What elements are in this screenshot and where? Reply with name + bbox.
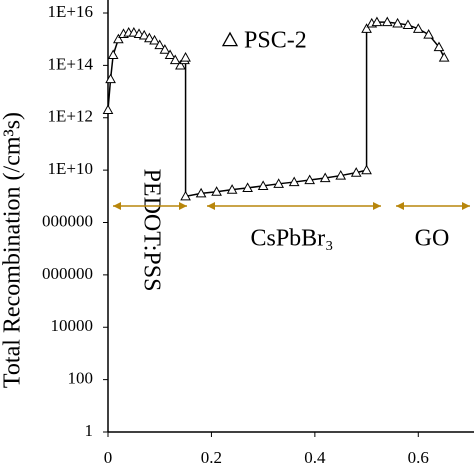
marker (273, 178, 285, 188)
arrow-head (207, 202, 215, 210)
marker (169, 54, 181, 65)
arrow-head (179, 202, 187, 210)
marker (438, 51, 450, 62)
y-tick-label: 1E+12 (48, 107, 93, 126)
marker (371, 16, 383, 27)
marker (144, 32, 155, 43)
annotation: CsPbBr₃ (250, 226, 333, 252)
marker (288, 176, 300, 187)
marker (154, 39, 166, 50)
arrow-head (396, 202, 404, 210)
marker (112, 33, 124, 44)
marker (159, 44, 171, 54)
marker (335, 170, 347, 180)
y-tick-label: 1E+14 (48, 54, 94, 73)
x-tick-label: 0.2 (201, 448, 222, 467)
marker (361, 23, 372, 33)
y-tick-label: 1 (85, 421, 94, 440)
arrow-head (462, 202, 470, 210)
legend-symbol (221, 31, 239, 47)
marker (319, 172, 331, 183)
marker (402, 19, 414, 30)
y-tick-label: 100 (68, 369, 94, 388)
marker (105, 73, 116, 84)
marker (195, 187, 207, 198)
y-axis-label: Total Recombination (/cm³s) (0, 112, 26, 388)
marker (423, 29, 434, 39)
arrow-head (373, 202, 381, 210)
marker (149, 34, 160, 45)
marker (175, 59, 186, 70)
marker (211, 186, 222, 196)
marker (433, 41, 445, 52)
marker (392, 17, 403, 28)
arrow-head (113, 202, 121, 210)
marker (164, 49, 176, 60)
marker (102, 104, 114, 114)
y-tick-label: 1E+16 (48, 2, 93, 21)
y-tick-label: 10000 (51, 316, 94, 335)
y-tick-label: 000000 (42, 264, 93, 283)
marker (180, 190, 191, 201)
marker (242, 182, 253, 192)
y-tick-label: 000000 (42, 211, 93, 230)
marker (107, 49, 119, 60)
x-tick-label: 0.6 (408, 448, 429, 467)
marker (381, 16, 393, 27)
annotation: GO (415, 226, 450, 252)
marker (304, 174, 316, 185)
marker (226, 184, 238, 194)
marker (361, 164, 372, 175)
marker (350, 167, 362, 177)
marker (257, 180, 269, 190)
x-tick-label: 0 (104, 448, 113, 467)
x-tick-label: 0.4 (304, 448, 326, 467)
marker (138, 29, 150, 40)
legend-label: PSC-2 (244, 28, 307, 54)
y-tick-label: 1E+10 (48, 159, 93, 178)
marker (412, 23, 424, 33)
annotation: PEDOT:PSS (138, 169, 164, 292)
marker (180, 51, 191, 62)
